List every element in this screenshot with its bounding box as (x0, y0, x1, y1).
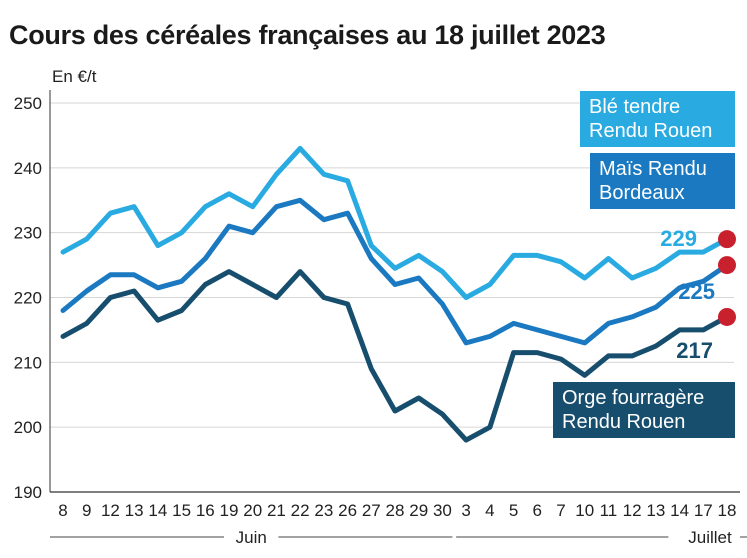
x-tick-label: 18 (718, 501, 737, 520)
x-tick-label: 13 (125, 501, 144, 520)
legend-orge-fourragere: Orge fourragère Rendu Rouen (553, 382, 735, 438)
x-tick-labels: 8 9 12 13 14 15 16 19 20 21 22 23 26 27 28 29 30 3 4 5 6 7 10 1… (58, 501, 736, 520)
x-tick-label: 5 (509, 501, 518, 520)
chart-title: Cours des céréales françaises au 18 juil… (9, 20, 606, 50)
month-label: Juillet (688, 528, 732, 547)
x-tick-label: 10 (575, 501, 594, 520)
axes (49, 90, 740, 493)
x-tick-label: 8 (58, 501, 67, 520)
month-labels: Juin Juillet (50, 528, 747, 547)
legend-mais-line-1: Maïs Rendu (599, 158, 707, 180)
x-tick-label: 16 (196, 501, 215, 520)
x-tick-label: 12 (101, 501, 120, 520)
x-tick-label: 27 (362, 501, 381, 520)
legend-ble-line-1: Blé tendre (589, 96, 681, 118)
x-tick-label: 15 (172, 501, 191, 520)
x-tick-label: 23 (314, 501, 333, 520)
end-value-label-0: 229 (660, 226, 697, 251)
y-tick-label: 200 (14, 418, 42, 437)
end-value-label-1: 225 (678, 279, 715, 304)
x-tick-label: 11 (600, 501, 618, 520)
x-tick-label: 26 (338, 501, 357, 520)
x-tick-label: 4 (485, 501, 494, 520)
end-markers (718, 230, 736, 326)
y-tick-label: 210 (14, 353, 42, 372)
x-tick-label: 28 (386, 501, 405, 520)
legend-ble-tendre: Blé tendre Rendu Rouen (580, 91, 735, 147)
y-tick-label: 190 (14, 483, 42, 502)
x-tick-label: 13 (646, 501, 665, 520)
legend-orge-line-2: Rendu Rouen (562, 411, 686, 433)
series-lines (60, 145, 730, 443)
legend-orge-line-1: Orge fourragère (562, 387, 705, 409)
x-tick-label: 14 (670, 501, 689, 520)
legend-mais: Maïs Rendu Bordeaux (590, 153, 735, 209)
x-tick-label: 7 (556, 501, 565, 520)
end-marker-1 (718, 256, 736, 275)
x-tick-label: 21 (267, 501, 286, 520)
end-marker-2 (718, 307, 736, 326)
y-tick-label: 250 (14, 94, 42, 113)
end-value-label-2: 217 (676, 338, 713, 363)
end-value-labels: 229 225 217 (660, 226, 715, 363)
x-tick-label: 17 (694, 501, 713, 520)
legend-ble-line-2: Rendu Rouen (589, 120, 713, 142)
y-tick-label: 230 (14, 224, 42, 243)
x-tick-label: 20 (243, 501, 262, 520)
series-line-2 (60, 269, 730, 443)
x-tick-label: 22 (291, 501, 310, 520)
x-tick-label: 12 (623, 501, 642, 520)
series-line-0 (60, 145, 730, 300)
month-label: Juin (236, 528, 267, 547)
y-tick-label: 240 (14, 159, 42, 178)
y-axis-unit-label: En €/t (52, 67, 97, 86)
x-tick-label: 9 (82, 501, 91, 520)
x-tick-label: 29 (409, 501, 428, 520)
x-tick-label: 3 (461, 501, 470, 520)
x-tick-label: 19 (220, 501, 239, 520)
x-tick-label: 30 (433, 501, 452, 520)
x-tick-label: 14 (148, 501, 167, 520)
y-tick-label: 220 (14, 289, 42, 308)
y-tick-labels: 190 200 210 220 230 240 250 (14, 94, 42, 502)
series-line-1 (60, 197, 730, 346)
end-marker-0 (718, 230, 736, 249)
x-tick-label: 6 (533, 501, 542, 520)
legend-mais-line-2: Bordeaux (599, 182, 685, 204)
